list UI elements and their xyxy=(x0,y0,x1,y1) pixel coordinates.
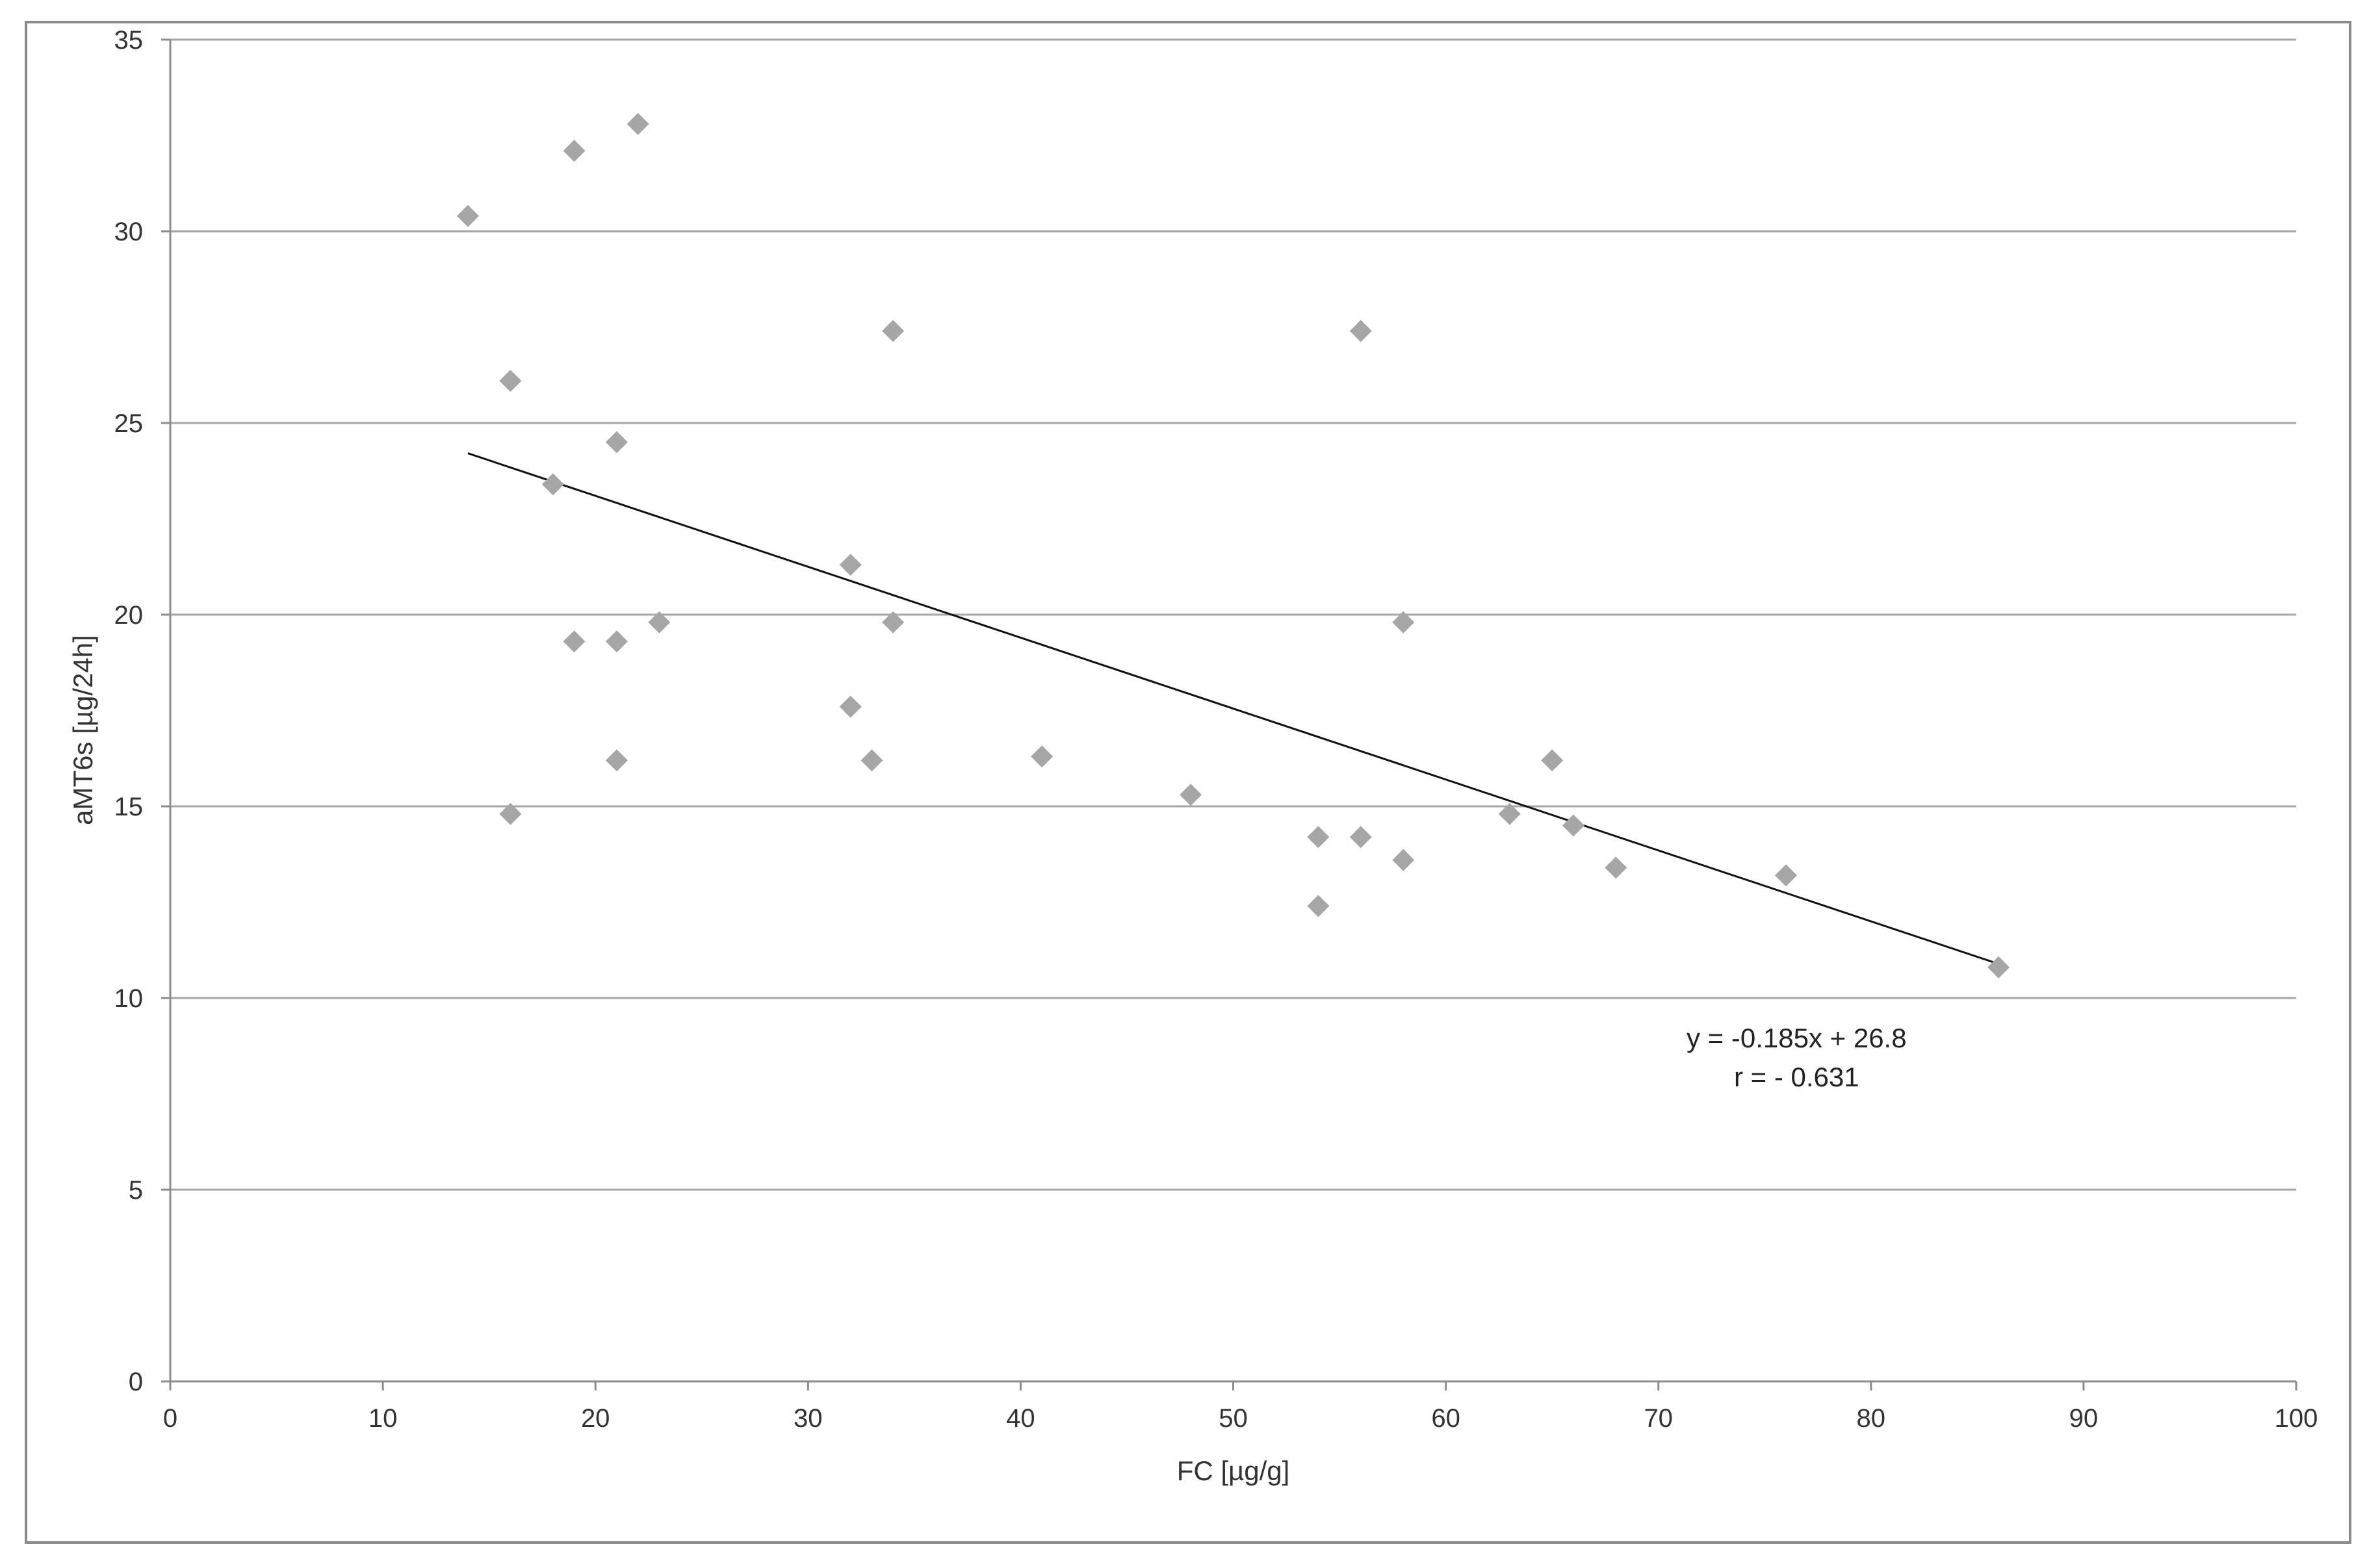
data-points xyxy=(456,112,2010,979)
data-point xyxy=(1180,784,1202,806)
x-tick-label: 60 xyxy=(1431,1404,1460,1433)
x-tick-label: 70 xyxy=(1644,1404,1673,1433)
data-point xyxy=(882,320,905,342)
data-point xyxy=(499,370,522,392)
x-tick-label: 10 xyxy=(369,1404,398,1433)
data-point xyxy=(627,112,649,135)
y-tick-label: 0 xyxy=(129,1368,143,1396)
y-tick-label: 10 xyxy=(114,984,144,1013)
data-point xyxy=(1349,320,1372,342)
data-point xyxy=(1392,611,1415,634)
x-tick-label: 20 xyxy=(581,1404,610,1433)
y-tick-label: 30 xyxy=(114,218,144,246)
x-tick-label: 0 xyxy=(163,1404,177,1433)
x-axis-ticks: 0 10 20 30 40 50 60 70 80 90 100 xyxy=(163,1381,2318,1433)
data-point xyxy=(1307,826,1330,849)
y-tick-label: 20 xyxy=(114,601,144,630)
x-tick-label: 80 xyxy=(1857,1404,1886,1433)
data-point xyxy=(839,695,862,718)
data-point xyxy=(1498,802,1521,825)
y-tick-label: 5 xyxy=(129,1176,143,1205)
data-point xyxy=(1987,956,2010,979)
x-tick-label: 40 xyxy=(1006,1404,1035,1433)
trendline-group xyxy=(467,452,1999,965)
data-point xyxy=(605,630,628,653)
y-axis-ticks: 0 5 10 15 20 25 30 35 xyxy=(114,26,170,1396)
data-point xyxy=(1349,826,1372,849)
y-tick-label: 35 xyxy=(114,26,144,55)
data-point xyxy=(1605,856,1627,879)
x-tick-label: 100 xyxy=(2275,1404,2318,1433)
x-tick-label: 90 xyxy=(2069,1404,2099,1433)
x-tick-label: 30 xyxy=(794,1404,823,1433)
data-point xyxy=(648,611,671,634)
data-point xyxy=(839,554,862,576)
data-point xyxy=(563,140,586,162)
gridlines xyxy=(170,38,2296,1191)
x-tick-label: 50 xyxy=(1219,1404,1248,1433)
data-point xyxy=(860,749,883,772)
data-point xyxy=(1541,749,1564,772)
data-point xyxy=(1774,864,1797,887)
data-point xyxy=(882,611,905,634)
y-axis-title: aMT6s [µg/24h] xyxy=(68,635,98,825)
y-tick-label: 25 xyxy=(114,409,144,438)
y-tick-label: 15 xyxy=(114,793,144,821)
data-point xyxy=(1031,745,1054,768)
data-point xyxy=(499,802,522,825)
data-point xyxy=(541,473,564,496)
x-axis-title: FC [µg/g] xyxy=(1177,1455,1290,1486)
chart-frame xyxy=(25,21,2351,1544)
trendline-equation: y = -0.185x + 26.8 xyxy=(1687,1023,1907,1053)
trendline xyxy=(467,452,1999,965)
data-point xyxy=(605,749,628,772)
data-point xyxy=(1392,849,1415,871)
data-point xyxy=(563,630,586,653)
data-point xyxy=(1562,814,1585,837)
correlation-label: r = - 0.631 xyxy=(1734,1062,1859,1092)
data-point xyxy=(456,205,479,227)
data-point xyxy=(605,431,628,454)
axes xyxy=(169,40,2296,1383)
data-point xyxy=(1307,895,1330,917)
